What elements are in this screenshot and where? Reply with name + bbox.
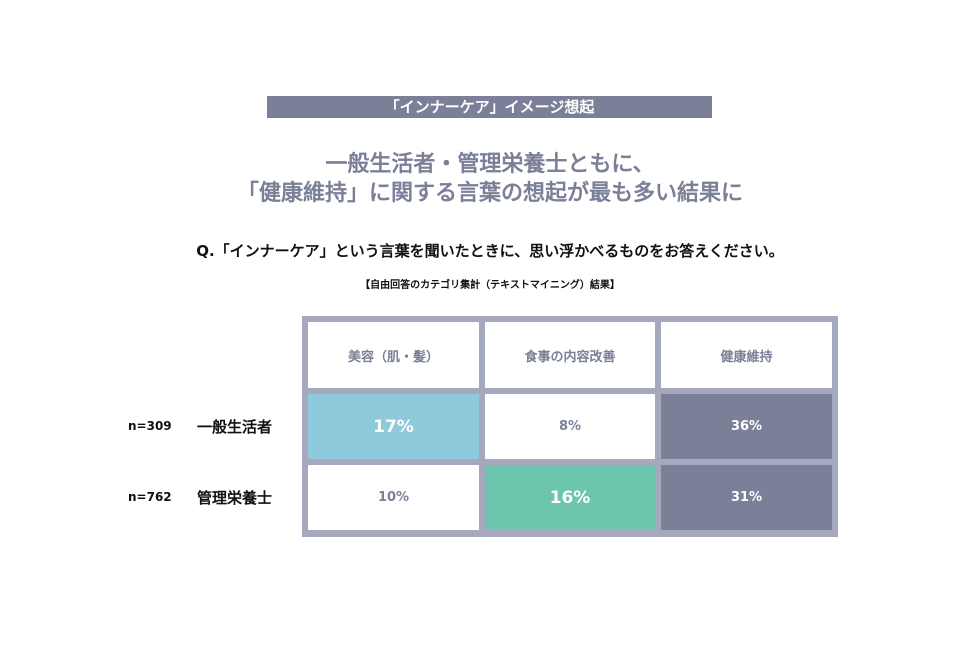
table-cell: 31%: [661, 465, 832, 530]
tag: 「インナーケア」イメージ想起: [267, 96, 712, 118]
table-cell: 36%: [661, 394, 832, 459]
column-header: 健康維持: [661, 322, 832, 388]
table-cell: 10%: [308, 465, 479, 530]
headline: 一般生活者・管理栄養士ともに、: [325, 152, 655, 177]
column-header: 美容（肌・髪）: [308, 322, 479, 388]
headline: 「健康維持」に関する言葉の想起が最も多い結果に: [236, 181, 743, 206]
table-cell: 8%: [485, 394, 655, 459]
row-n: n=762: [128, 490, 172, 504]
table-cell: 17%: [308, 394, 479, 459]
note: 【自由回答のカテゴリ集計（テキストマイニング）結果】: [360, 280, 620, 291]
question: Q.「インナーケア」という言葉を聞いたときに、思い浮かべるものをお答えください。: [196, 242, 784, 260]
row-label: 一般生活者: [197, 418, 273, 436]
row-n: n=309: [128, 419, 172, 433]
column-header: 食事の内容改善: [485, 322, 655, 388]
table-cell: 16%: [485, 465, 655, 530]
row-label: 管理栄養士: [197, 489, 273, 507]
